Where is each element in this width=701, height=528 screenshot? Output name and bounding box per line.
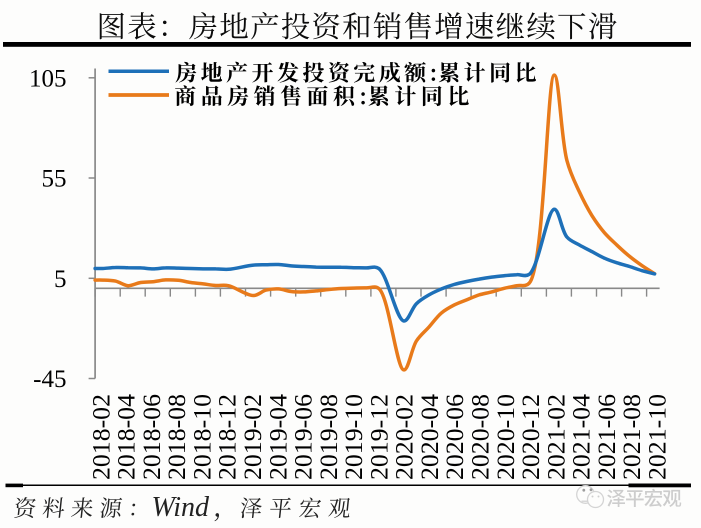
svg-text:2018-06: 2018-06 bbox=[137, 394, 166, 480]
svg-text:2019-10: 2019-10 bbox=[339, 394, 368, 480]
svg-text:2018-10: 2018-10 bbox=[187, 394, 216, 480]
svg-text:2018-12: 2018-12 bbox=[213, 394, 242, 480]
svg-text:2021-04: 2021-04 bbox=[567, 394, 596, 480]
svg-text:105: 105 bbox=[29, 65, 67, 92]
svg-text:2019-02: 2019-02 bbox=[238, 394, 267, 480]
svg-text:2021-08: 2021-08 bbox=[617, 394, 646, 480]
svg-text:-45: -45 bbox=[33, 366, 66, 393]
svg-text:2020-12: 2020-12 bbox=[516, 394, 545, 480]
svg-text:2019-08: 2019-08 bbox=[314, 394, 343, 480]
svg-text:2020-04: 2020-04 bbox=[415, 394, 444, 480]
svg-text:2018-04: 2018-04 bbox=[112, 394, 141, 480]
svg-text:Wind: Wind bbox=[152, 492, 211, 523]
svg-text:2020-02: 2020-02 bbox=[390, 394, 419, 480]
svg-text:2019-06: 2019-06 bbox=[289, 394, 318, 480]
svg-text:2020-06: 2020-06 bbox=[440, 394, 469, 480]
svg-text:2021-02: 2021-02 bbox=[541, 394, 570, 480]
svg-text:5: 5 bbox=[54, 266, 67, 293]
svg-text:2021-10: 2021-10 bbox=[643, 394, 672, 480]
svg-text:2018-08: 2018-08 bbox=[162, 394, 191, 480]
svg-text:2021-06: 2021-06 bbox=[592, 394, 621, 480]
svg-text:2018-02: 2018-02 bbox=[86, 394, 115, 480]
svg-text:55: 55 bbox=[42, 166, 67, 193]
svg-text:2020-08: 2020-08 bbox=[466, 394, 495, 480]
svg-text:2019-12: 2019-12 bbox=[364, 394, 393, 480]
svg-text:2019-04: 2019-04 bbox=[263, 394, 292, 480]
svg-text:2020-10: 2020-10 bbox=[491, 394, 520, 480]
